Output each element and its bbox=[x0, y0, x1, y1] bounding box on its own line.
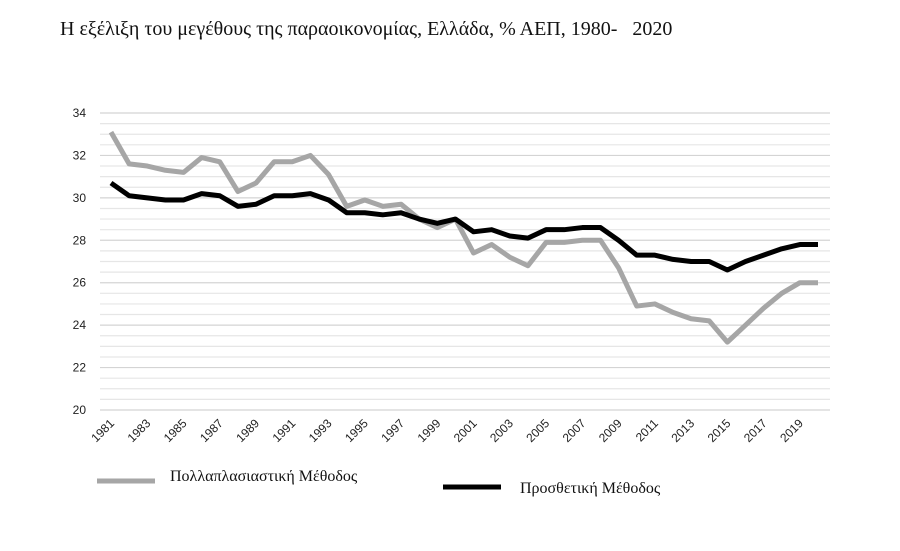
x-tick-label: 2011 bbox=[633, 416, 661, 444]
x-tick-label: 1987 bbox=[197, 416, 226, 445]
x-tick-label: 2015 bbox=[705, 416, 734, 445]
x-tick-label: 2003 bbox=[487, 416, 516, 445]
x-tick-label: 1993 bbox=[306, 416, 335, 445]
x-tick-label: 1991 bbox=[270, 416, 299, 445]
y-tick-label: 32 bbox=[73, 148, 87, 162]
x-tick-label: 1981 bbox=[88, 416, 117, 445]
x-tick-label: 1999 bbox=[415, 416, 444, 445]
y-tick-label: 30 bbox=[73, 191, 87, 205]
x-tick-label: 1983 bbox=[125, 416, 154, 445]
x-tick-label: 1989 bbox=[233, 416, 262, 445]
x-tick-label: 2013 bbox=[668, 416, 697, 445]
chart-title: Η εξέλιξη του μεγέθους της παραοικονομία… bbox=[60, 18, 673, 40]
y-tick-label: 22 bbox=[73, 361, 87, 375]
y-tick-label: 26 bbox=[73, 276, 87, 290]
y-tick-label: 28 bbox=[73, 233, 87, 247]
x-tick-label: 2019 bbox=[777, 416, 806, 445]
x-tick-label: 1997 bbox=[378, 416, 407, 445]
y-tick-label: 20 bbox=[73, 403, 87, 417]
x-tick-label: 1985 bbox=[161, 416, 190, 445]
series-line-multiplicative bbox=[108, 130, 818, 345]
y-tick-label: 24 bbox=[73, 318, 87, 332]
x-tick-label: 2009 bbox=[596, 416, 625, 445]
x-tick-label: 2017 bbox=[741, 416, 770, 445]
x-tick-label: 2005 bbox=[523, 416, 552, 445]
y-tick-label: 34 bbox=[73, 106, 87, 120]
x-tick-label: 2007 bbox=[560, 416, 589, 445]
x-tick-label: 2001 bbox=[451, 416, 480, 445]
legend-label: Πολλαπλασιαστική Μέθοδος bbox=[170, 468, 358, 485]
x-tick-label: 1995 bbox=[342, 416, 371, 445]
series-line-additive bbox=[109, 180, 818, 273]
legend-label: Προσθετική Μέθοδος bbox=[520, 480, 661, 497]
